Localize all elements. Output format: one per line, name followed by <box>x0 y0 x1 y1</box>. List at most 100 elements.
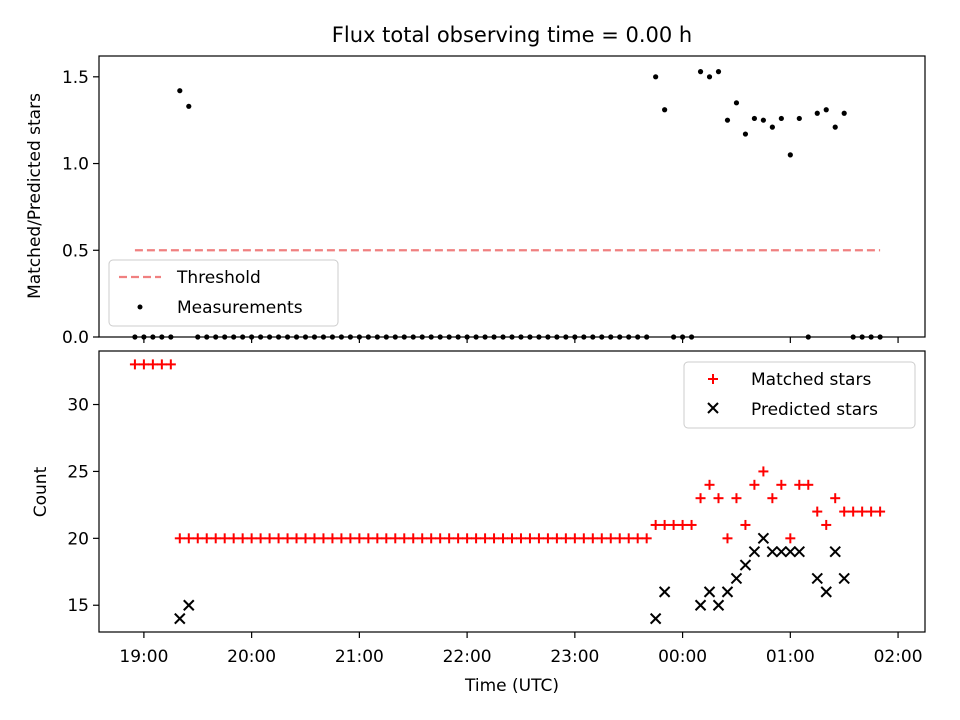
measurement-point <box>653 74 659 80</box>
predicted-star-point <box>838 572 850 585</box>
top-legend-box <box>108 259 339 327</box>
matched-legend-label: Matched stars <box>751 370 871 390</box>
measurement-point <box>697 69 704 75</box>
measurement-point <box>715 69 722 75</box>
bottom-y-tick-label: 15 <box>67 596 89 616</box>
matched-star-point <box>794 479 805 490</box>
matched-star-point <box>641 533 652 544</box>
matched-star-point <box>327 533 338 544</box>
threshold-legend-label: Threshold <box>176 268 261 288</box>
top-y-axis-label: Matched/Predicted stars <box>25 93 45 299</box>
matched-star-point <box>390 533 401 544</box>
matched-star-point <box>480 533 491 544</box>
measurement-point <box>733 100 740 106</box>
measurement-point <box>177 88 183 94</box>
matched-star-point <box>740 519 751 530</box>
bottom-x-tick-label: 19:00 <box>119 647 168 667</box>
matched-star-point <box>533 533 544 544</box>
measurements-legend-swatch <box>137 304 143 310</box>
predicted-star-point <box>658 586 671 598</box>
measurement-point <box>760 117 766 123</box>
bottom-x-tick-label: 21:00 <box>335 647 384 667</box>
measurement-point <box>841 110 847 116</box>
measurement-point <box>823 107 829 113</box>
matched-star-point <box>363 533 374 544</box>
bottom-legend: Matched stars Predicted stars <box>683 361 916 429</box>
matched-star-point <box>228 533 239 544</box>
top-axes-frame <box>98 55 926 338</box>
top-panel: 0.0 0.5 1.0 1.5 Threshold Measurements <box>62 55 926 348</box>
matched-star-point <box>300 533 311 544</box>
measurement-point <box>814 110 820 116</box>
matched-star-point <box>201 533 212 544</box>
matched-star-point <box>551 533 562 544</box>
bottom-x-tick-label: 20:00 <box>227 647 276 667</box>
matched-star-point <box>857 506 868 517</box>
measurement-point <box>778 115 784 122</box>
matched-star-point <box>147 359 158 370</box>
measurement-point <box>787 152 793 158</box>
matched-legend-swatch <box>708 374 718 384</box>
matched-star-point <box>336 533 347 544</box>
measurement-point <box>832 124 838 130</box>
matched-star-point <box>255 533 266 544</box>
matched-star-point <box>758 466 769 477</box>
measurement-point <box>769 124 775 130</box>
measurement-point <box>742 131 749 137</box>
chart-title: Flux total observing time = 0.00 h <box>332 23 692 47</box>
matched-star-point <box>372 533 383 544</box>
predicted-star-point <box>712 599 725 611</box>
bottom-x-tick-label: 00:00 <box>658 647 707 667</box>
matched-star-point <box>309 533 320 544</box>
bottom-legend-box <box>683 361 916 429</box>
matched-star-point <box>426 533 437 544</box>
matched-star-point <box>345 533 356 544</box>
bottom-plot-area <box>129 359 886 625</box>
measurement-point <box>751 115 758 122</box>
matched-star-point <box>848 506 859 517</box>
predicted-star-point <box>757 532 770 545</box>
bottom-x-ticks: 19:00 20:00 21:00 22:00 23:00 00:00 01:00 02:00 <box>119 632 923 667</box>
measurements-legend-label: Measurements <box>177 298 303 318</box>
matched-star-point <box>417 533 428 544</box>
predicted-star-point <box>775 546 788 558</box>
matched-star-point <box>318 533 329 544</box>
matched-star-point <box>605 533 616 544</box>
matched-star-point <box>264 533 275 544</box>
matched-star-point <box>183 533 194 544</box>
matched-star-point <box>866 506 877 517</box>
bottom-y-tick-label: 30 <box>67 396 89 416</box>
matched-star-point <box>668 519 679 530</box>
matched-star-point <box>704 479 715 490</box>
matched-star-point <box>578 533 589 544</box>
matched-star-point <box>453 533 464 544</box>
matched-star-point <box>803 479 814 490</box>
predicted-star-point <box>721 586 734 598</box>
predicted-star-point <box>811 572 823 585</box>
matched-star-point <box>623 533 634 544</box>
matched-star-point <box>138 359 149 370</box>
matched-star-point <box>399 533 410 544</box>
matched-star-point <box>515 533 526 544</box>
matched-star-point <box>632 533 643 544</box>
predicted-star-point <box>174 612 186 625</box>
matched-star-point <box>812 506 823 517</box>
matched-star-point <box>273 533 284 544</box>
top-y-tick-label: 0.5 <box>62 241 89 261</box>
matched-star-point <box>875 506 886 517</box>
matched-star-point <box>587 533 598 544</box>
matched-star-point <box>489 533 500 544</box>
bottom-y-ticks: 15 20 25 30 <box>67 396 99 616</box>
bottom-axes-frame <box>98 350 926 633</box>
matched-star-point <box>192 533 203 544</box>
matched-star-point <box>695 493 706 504</box>
predicted-legend-label: Predicted stars <box>751 400 878 420</box>
predicted-legend-swatch <box>707 402 719 414</box>
matched-star-point <box>129 359 140 370</box>
top-y-tick-label: 0.0 <box>62 328 89 348</box>
predicted-star-point <box>820 586 832 598</box>
matched-star-point <box>776 479 787 490</box>
x-axis-label: Time (UTC) <box>464 676 559 696</box>
matched-star-point <box>498 533 509 544</box>
predicted-star-point <box>793 546 806 558</box>
